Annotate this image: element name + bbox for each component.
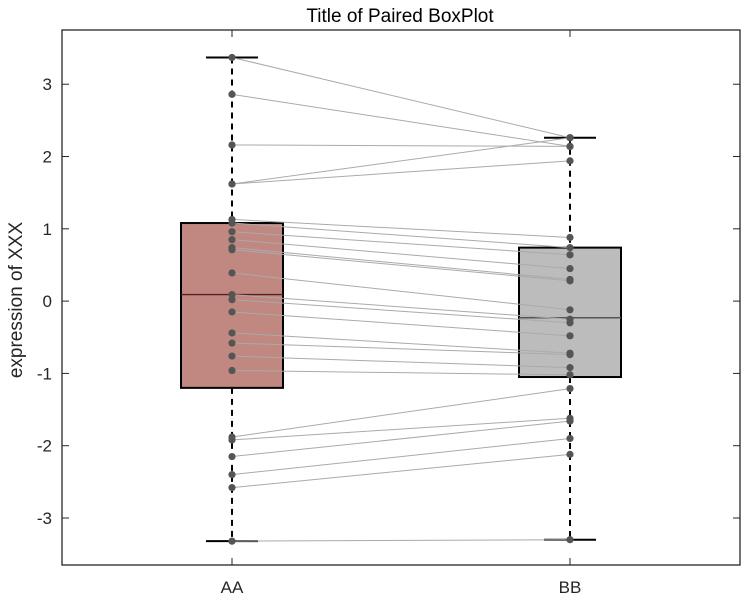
data-point-aa [228, 141, 236, 149]
pair-line [231, 299, 571, 324]
data-point-bb [566, 264, 574, 273]
data-point-aa [228, 339, 236, 347]
y-tick-label: 2 [43, 148, 52, 167]
data-point-bb [566, 142, 574, 150]
data-point-aa [228, 366, 236, 375]
y-tick-label: -1 [37, 364, 52, 383]
pair-line [231, 137, 571, 185]
data-point-bb [566, 277, 574, 285]
data-point-aa [228, 484, 236, 492]
data-point-bb [566, 244, 574, 252]
data-point-aa [228, 291, 236, 299]
pair-line [231, 272, 571, 311]
pair-line [231, 417, 571, 441]
data-point-aa [228, 296, 236, 304]
pair-line [231, 437, 571, 476]
pair-line [231, 342, 571, 356]
data-point-bb [566, 364, 574, 372]
pair-line [231, 388, 571, 438]
data-point-bb [566, 536, 574, 544]
data-point-aa [228, 219, 236, 227]
pair-line [231, 247, 571, 280]
data-point-bb [566, 134, 574, 142]
data-point-bb [566, 251, 574, 259]
pair-line [231, 370, 571, 376]
data-point-aa [228, 436, 236, 444]
data-point-aa [228, 269, 236, 277]
data-point-aa [228, 90, 236, 98]
data-point-aa [228, 236, 236, 244]
data-point-aa [228, 352, 236, 360]
data-point-bb [566, 384, 574, 393]
pair-line [231, 294, 571, 320]
pair-line [231, 56, 571, 139]
y-tick-label: -3 [37, 509, 52, 528]
data-point-aa [228, 53, 236, 62]
y-tick-label: 3 [43, 75, 52, 94]
axes-frame [61, 29, 741, 566]
data-point-aa [228, 180, 236, 188]
y-tick-label: -2 [37, 437, 52, 456]
pair-line [231, 453, 571, 489]
data-point-bb [566, 319, 574, 327]
y-tick-label: 1 [43, 220, 52, 239]
pair-line [231, 160, 571, 185]
y-axis-label: expression of XXX [6, 222, 27, 379]
y-tick-label: 0 [43, 292, 52, 311]
data-point-bb [566, 306, 574, 314]
data-point-bb [566, 351, 574, 359]
x-tick-label: BB [559, 578, 582, 597]
pair-line [231, 93, 571, 147]
data-point-aa [228, 537, 236, 545]
data-point-aa [228, 329, 236, 337]
data-point-bb [566, 450, 574, 458]
plot-area: -3 -2 -1 0 1 2 3 AA BB [37, 29, 741, 597]
pair-line [231, 311, 571, 337]
chart-title: Title of Paired BoxPlot [306, 6, 494, 27]
data-point-bb [566, 157, 574, 165]
pair-line [231, 218, 571, 238]
data-point-aa [228, 246, 236, 254]
data-point-aa [228, 228, 236, 236]
pair-line [231, 539, 571, 542]
data-point-aa [228, 471, 236, 479]
pair-line [231, 231, 571, 256]
pair-line [231, 249, 571, 282]
pair-line [231, 222, 571, 249]
pair-line [231, 355, 571, 369]
data-point-bb [566, 371, 574, 379]
data-point-bb [566, 417, 574, 425]
pair-line [231, 420, 571, 458]
data-point-aa [228, 452, 236, 461]
pair-line [231, 332, 571, 354]
x-tick-label: AA [221, 578, 244, 597]
pair-line [231, 239, 571, 270]
data-point-bb [566, 434, 574, 443]
data-point-aa [228, 308, 236, 316]
data-point-bb [566, 332, 574, 340]
pair-line [231, 144, 571, 147]
data-point-bb [566, 233, 574, 242]
